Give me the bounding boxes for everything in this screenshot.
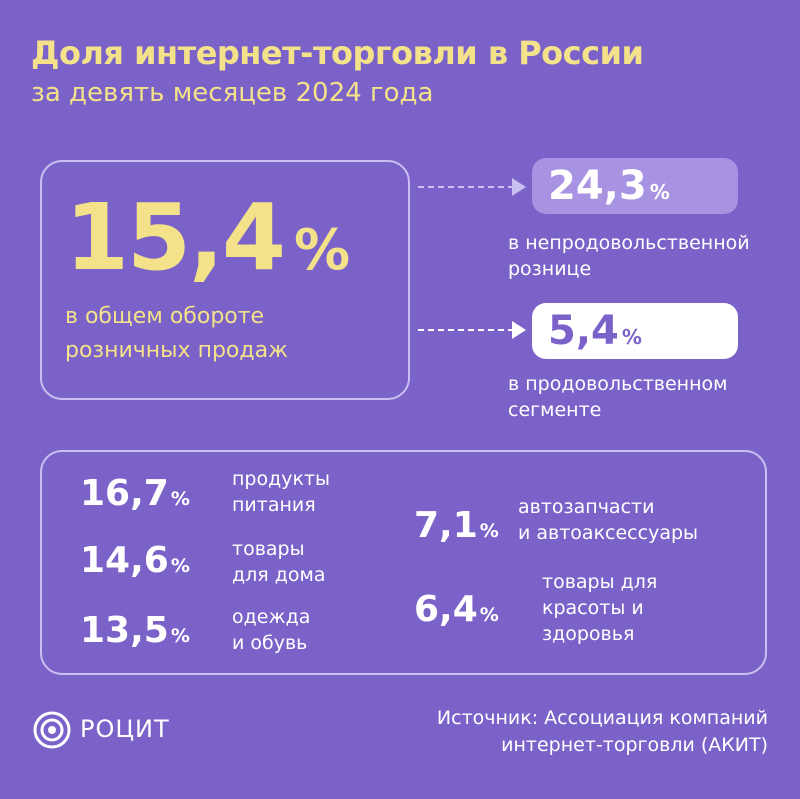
category-value: 14,6%: [80, 540, 190, 581]
category-label: автозапчасти и автоаксессуары: [518, 496, 699, 544]
category-label: одежда и обувь: [232, 606, 311, 654]
concentric-circles-icon: [33, 711, 71, 749]
logo-text: РОЦИТ: [80, 715, 170, 743]
category-value: 6,4%: [414, 589, 499, 630]
arrow-right-icon: [512, 321, 526, 339]
categories-card: [40, 450, 767, 675]
arrow-line-2: [418, 329, 514, 331]
main-stat-card: [40, 160, 410, 400]
arrow-line-1: [418, 186, 514, 188]
arrow-right-icon: [512, 178, 526, 196]
segment-food-label: в продовольственном сегменте: [508, 373, 728, 421]
segment-nonfood-value: 24,3%: [532, 158, 738, 214]
category-label: товары для красоты и здоровья: [542, 571, 658, 645]
category-label: продукты питания: [232, 468, 331, 516]
category-value: 7,1%: [414, 505, 499, 546]
category-label: товары для дома: [232, 538, 326, 586]
main-stat-unit: %: [294, 218, 351, 283]
segment-food-value: 5,4%: [532, 303, 738, 359]
segment-nonfood-label: в непродовольственной рознице: [508, 232, 750, 280]
page-subtitle: за девять месяцев 2024 года: [31, 78, 434, 108]
category-value: 13,5%: [80, 610, 190, 651]
main-stat-value: 15,4%: [65, 184, 351, 291]
source-note: Источник: Ассоциация компаний интернет-т…: [436, 707, 768, 756]
page-title: Доля интернет-торговли в России: [31, 34, 644, 72]
main-stat-label: в общем обороте розничных продаж: [65, 304, 288, 363]
category-value: 16,7%: [80, 473, 190, 514]
